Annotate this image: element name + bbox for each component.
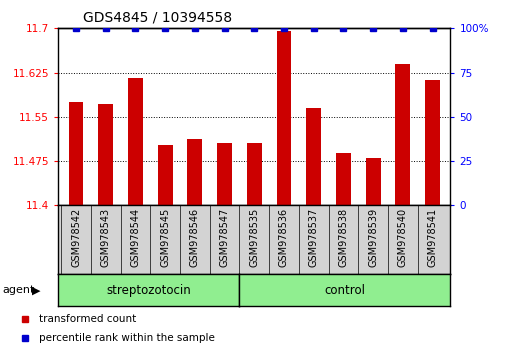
Bar [335, 153, 350, 205]
Text: GSM978540: GSM978540 [397, 207, 407, 267]
Text: control: control [324, 284, 365, 297]
Bar [424, 80, 439, 205]
Bar [246, 143, 261, 205]
Text: GSM978545: GSM978545 [160, 207, 170, 267]
Bar [158, 145, 172, 205]
Text: streptozotocin: streptozotocin [106, 284, 191, 297]
Text: GSM978536: GSM978536 [278, 207, 288, 267]
Text: transformed count: transformed count [39, 314, 136, 324]
Text: agent: agent [3, 285, 35, 295]
Bar [394, 64, 410, 205]
Bar [276, 31, 291, 205]
Text: GSM978541: GSM978541 [427, 207, 437, 267]
Text: GSM978539: GSM978539 [367, 207, 377, 267]
Text: GSM978542: GSM978542 [71, 207, 81, 267]
Bar [217, 143, 231, 205]
Bar [128, 79, 142, 205]
Text: percentile rank within the sample: percentile rank within the sample [39, 333, 214, 343]
Text: GSM978537: GSM978537 [308, 207, 318, 267]
Text: GSM978535: GSM978535 [249, 207, 259, 267]
Bar [187, 139, 202, 205]
Text: GSM978544: GSM978544 [130, 207, 140, 267]
Text: GSM978547: GSM978547 [219, 207, 229, 267]
Text: GDS4845 / 10394558: GDS4845 / 10394558 [83, 11, 232, 25]
Text: GSM978543: GSM978543 [100, 207, 111, 267]
Bar [306, 108, 321, 205]
Bar [98, 104, 113, 205]
Text: ▶: ▶ [32, 285, 40, 295]
Text: GSM978538: GSM978538 [338, 207, 348, 267]
Bar [365, 158, 380, 205]
Text: GSM978546: GSM978546 [189, 207, 199, 267]
Bar [69, 102, 83, 205]
